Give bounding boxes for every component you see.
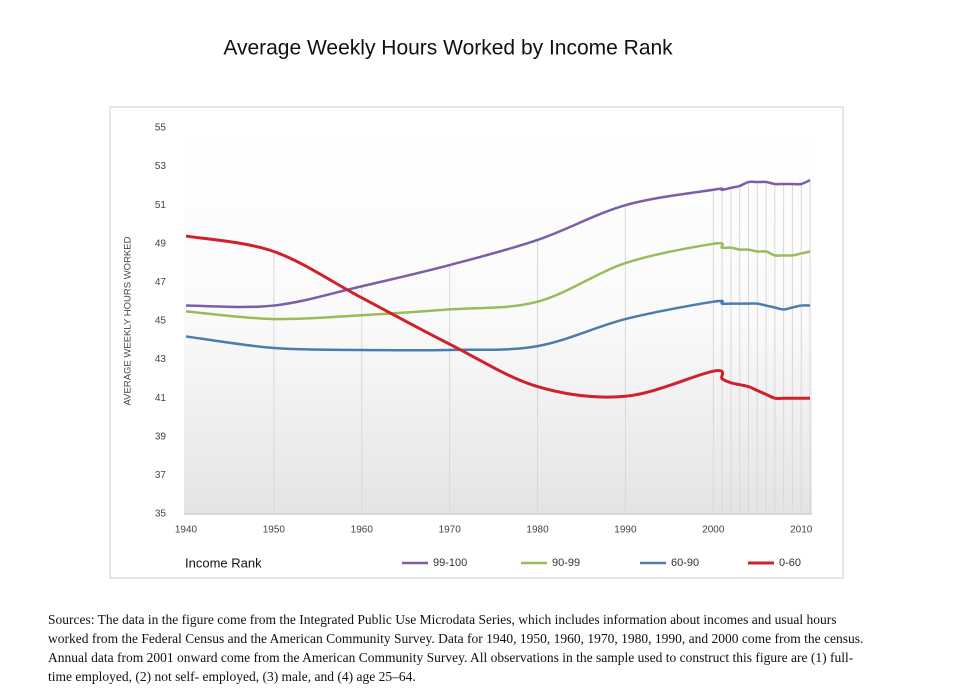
legend-title: Income Rank <box>185 555 262 570</box>
legend-label: 0-60 <box>779 557 801 569</box>
source-line: Annual data from 2001 onward come from t… <box>48 650 854 665</box>
x-tick-label: 1940 <box>175 525 198 536</box>
y-tick-label: 43 <box>155 354 167 365</box>
source-line: Sources: The data in the figure come fro… <box>48 612 837 627</box>
y-tick-label: 39 <box>155 431 167 442</box>
x-tick-label: 1990 <box>614 525 637 536</box>
series-line <box>185 241 811 321</box>
chart-frame <box>109 106 844 579</box>
x-tick-label: 2000 <box>702 525 725 536</box>
source-line: worked from the Federal Census and the A… <box>48 631 863 646</box>
x-tick-label: 1950 <box>263 525 286 536</box>
series-line <box>185 178 811 309</box>
y-tick-label: 49 <box>155 238 167 249</box>
y-tick-label: 45 <box>155 316 167 327</box>
series-line <box>185 299 811 352</box>
source-line: time employed, (2) not self- employed, (… <box>48 669 416 684</box>
legend-label: 60-90 <box>671 557 699 569</box>
sources: Sources: The data in the figure come fro… <box>48 612 863 684</box>
y-tick-label: 55 <box>155 123 167 134</box>
series-line <box>185 234 810 400</box>
x-tick-label: 2010 <box>790 525 813 536</box>
y-tick-label: 51 <box>155 200 167 211</box>
x-tick-label: 1970 <box>439 525 462 536</box>
legend-label: 99-100 <box>433 557 467 569</box>
x-tick-label: 1960 <box>351 525 374 536</box>
y-axis-label: AVERAGE WEEKLY HOURS WORKED <box>123 236 134 405</box>
x-tick-label: 1980 <box>526 525 549 536</box>
legend-label: 90-99 <box>552 557 580 569</box>
chart-title: Average Weekly Hours Worked by Income Ra… <box>223 37 673 60</box>
plot-area <box>184 128 812 514</box>
y-tick-label: 53 <box>155 161 167 172</box>
y-tick-label: 35 <box>155 509 167 520</box>
y-tick-label: 37 <box>155 470 167 481</box>
y-tick-label: 41 <box>155 393 167 404</box>
y-tick-label: 47 <box>155 277 167 288</box>
